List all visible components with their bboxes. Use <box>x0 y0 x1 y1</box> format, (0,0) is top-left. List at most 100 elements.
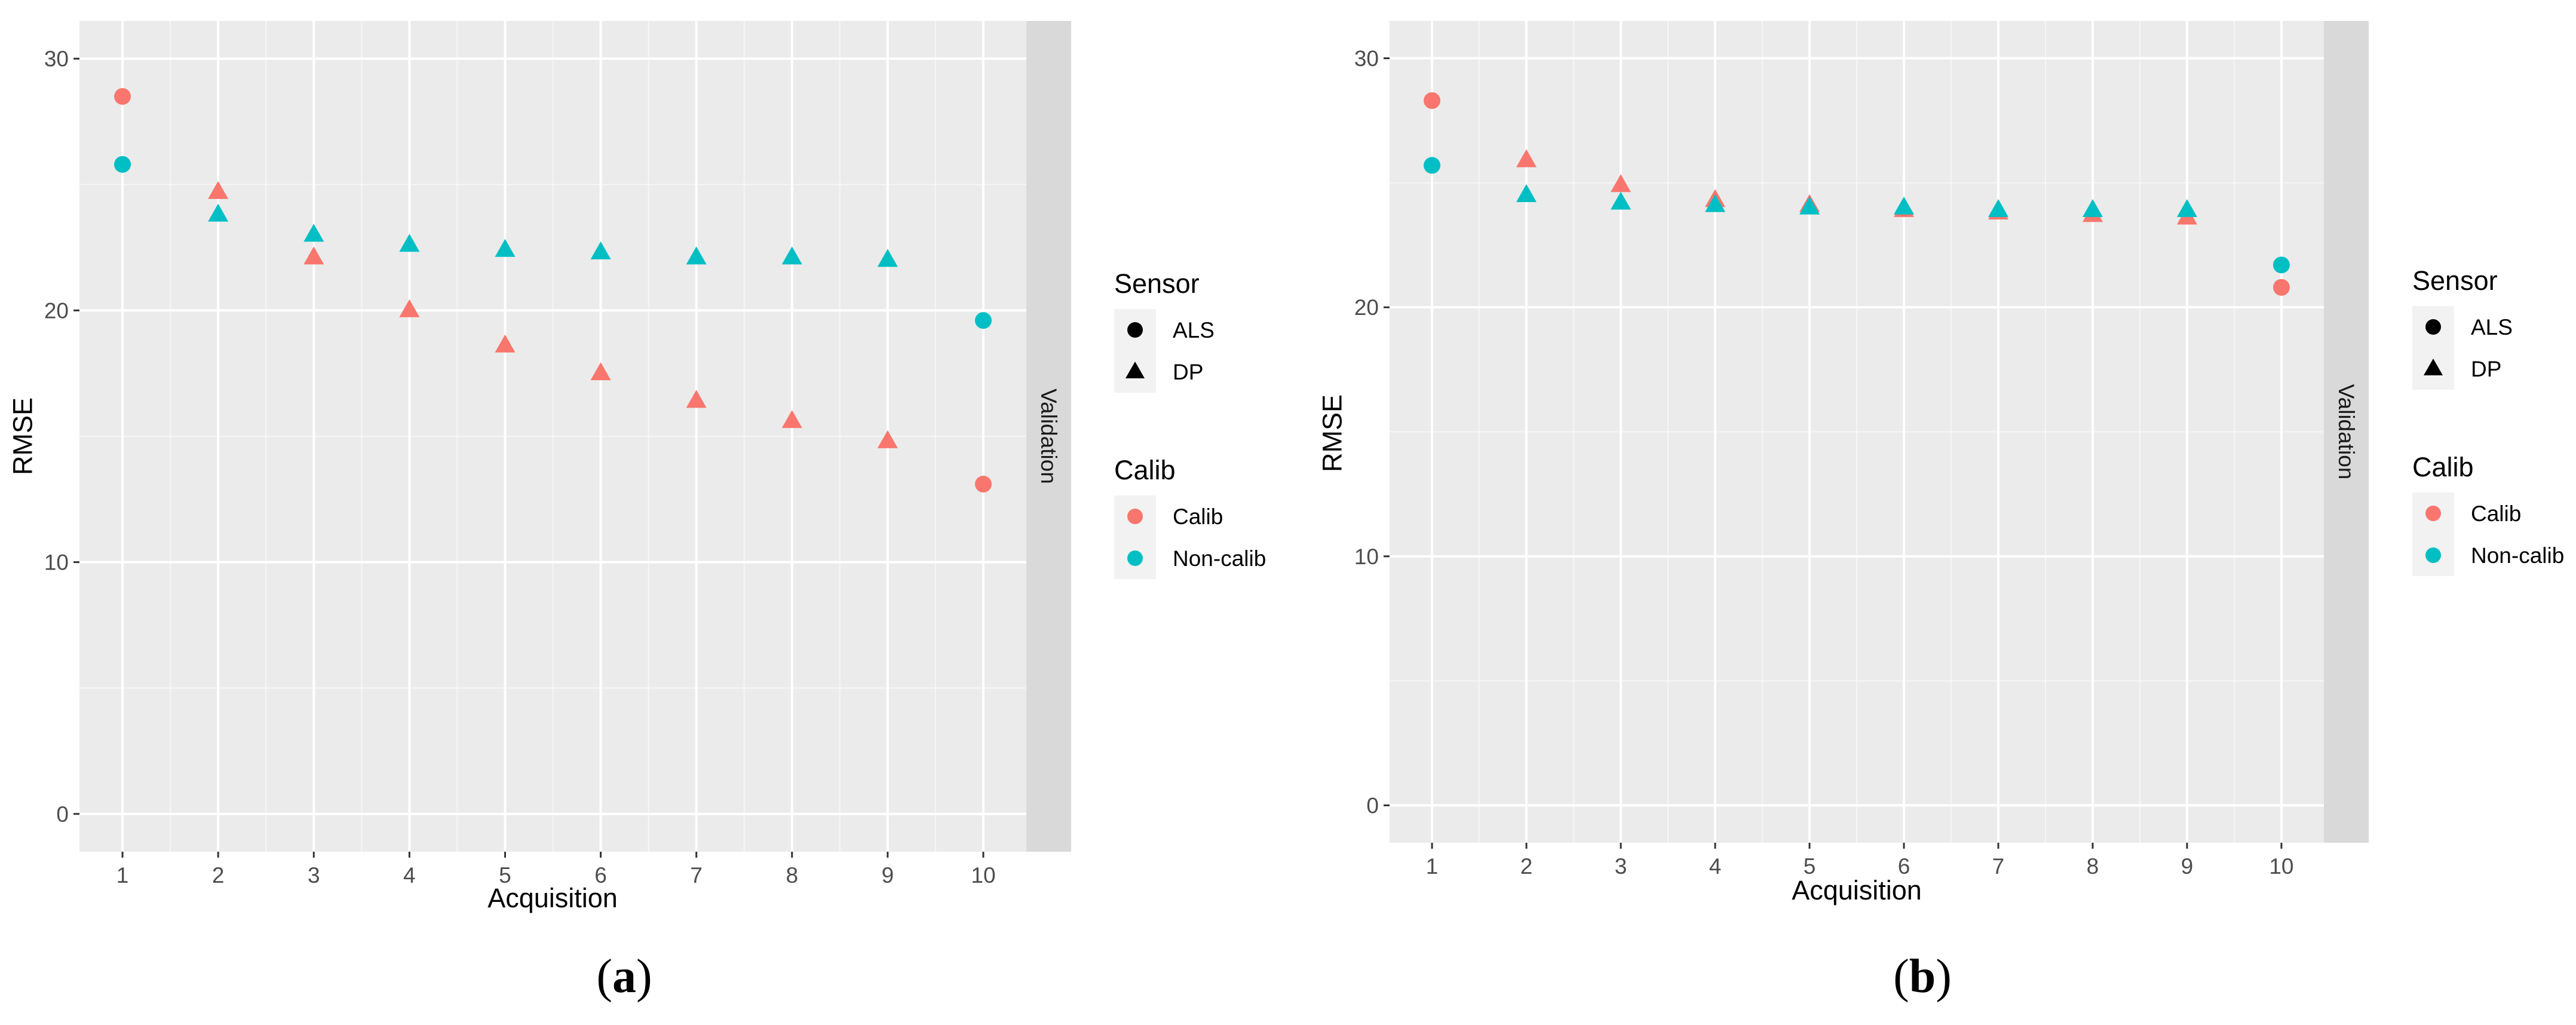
legend-label-non-calib: Non-calib <box>1173 546 1266 571</box>
x-tick-label: 9 <box>2181 854 2194 879</box>
x-tick-label: 7 <box>1992 854 2005 879</box>
y-axis-title: RMSE <box>8 397 38 475</box>
caption-paren-close: ) <box>636 950 652 1003</box>
legend-label-dp: DP <box>1173 360 1203 384</box>
y-axis-title: RMSE <box>1317 394 1348 472</box>
y-tick-label: 0 <box>56 802 69 827</box>
caption-paren-open: ( <box>596 950 612 1003</box>
legend-label-calib: Calib <box>2471 501 2521 526</box>
data-point-dp <box>590 362 611 381</box>
facet-label: Validation <box>2334 384 2359 480</box>
data-point-als <box>1424 157 1441 174</box>
y-tick-label: 10 <box>1354 544 1379 569</box>
y-tick-label: 10 <box>44 550 69 575</box>
data-point-als <box>2273 256 2290 274</box>
data-point-als <box>114 88 131 105</box>
legend-title-calib: Calib <box>1114 455 1176 485</box>
legend-triangle-icon <box>1126 362 1145 378</box>
legend-color-swatch <box>1127 550 1143 566</box>
data-point-dp <box>303 224 324 242</box>
data-point-dp <box>781 410 802 429</box>
y-tick-label: 30 <box>1354 47 1379 71</box>
data-point-dp <box>686 246 707 265</box>
data-point-dp <box>1705 194 1726 212</box>
data-point-als <box>2273 279 2290 296</box>
x-tick-label: 10 <box>971 863 995 888</box>
data-point-dp <box>1516 184 1537 203</box>
x-axis-title: Acquisition <box>487 883 618 913</box>
facet-label: Validation <box>1036 388 1061 484</box>
x-tick-label: 4 <box>1709 854 1722 879</box>
data-point-als <box>114 156 131 173</box>
legend-label-als: ALS <box>1173 318 1215 342</box>
chart-panel-a: 0 10 20 30 1 2 3 4 5 6 7 8 9 10 Validation Acquisition R… <box>8 21 1266 1003</box>
x-tick-label: 3 <box>308 863 320 888</box>
data-point-dp <box>590 241 611 259</box>
legend-color-swatch <box>2425 506 2441 521</box>
y-tick-label: 20 <box>44 298 69 323</box>
data-point-dp <box>399 299 420 317</box>
data-point-dp <box>2082 199 2103 218</box>
data-point-dp <box>1799 196 1820 215</box>
data-point-dp <box>877 430 898 448</box>
data-point-dp <box>1988 199 2008 218</box>
data-point-dp <box>208 180 229 199</box>
y-tick-label: 20 <box>1354 295 1379 320</box>
data-point-dp <box>686 390 707 408</box>
data-point-dp <box>1611 174 1632 192</box>
data-point-dp <box>1611 191 1632 210</box>
legend-title-sensor: Sensor <box>1114 268 1200 299</box>
legend-label-calib: Calib <box>1173 504 1223 529</box>
legend-title-calib: Calib <box>2412 452 2474 482</box>
legend-circle-icon <box>2425 319 2441 335</box>
legend-label-dp: DP <box>2471 357 2501 381</box>
caption-letter: b <box>1909 950 1936 1003</box>
facet-strip <box>2324 21 2369 843</box>
data-point-dp <box>781 246 802 265</box>
data-point-als <box>974 476 992 493</box>
x-tick-label: 6 <box>594 863 607 888</box>
legend-color-swatch <box>2425 547 2441 563</box>
x-tick-label: 8 <box>786 863 798 888</box>
data-point-dp <box>1516 149 1537 167</box>
data-point-dp <box>495 238 516 257</box>
x-tick-label: 5 <box>499 863 511 888</box>
x-tick-label: 4 <box>403 863 416 888</box>
x-tick-label: 1 <box>1426 854 1439 879</box>
data-point-dp <box>495 334 516 353</box>
x-tick-label: 6 <box>1898 854 1910 879</box>
legend-label-non-calib: Non-calib <box>2471 543 2564 568</box>
subfigure-caption: (b) <box>1893 950 1952 1003</box>
chart-panel-b: 0 10 20 30 1 2 3 4 5 6 7 8 9 10 Validation Acquisition R… <box>1317 21 2564 1003</box>
data-point-dp <box>208 203 229 222</box>
x-tick-label: 10 <box>2269 854 2293 879</box>
legend-color-swatch <box>1127 509 1143 524</box>
x-tick-label: 9 <box>882 863 894 888</box>
legend-label-als: ALS <box>2471 315 2513 339</box>
legend-title-sensor: Sensor <box>2412 265 2498 296</box>
legend-circle-icon <box>1127 322 1143 338</box>
caption-letter: a <box>612 950 636 1003</box>
x-tick-label: 5 <box>1804 854 1816 879</box>
x-tick-label: 7 <box>690 863 703 888</box>
subfigure-caption: (a) <box>596 950 652 1003</box>
legend: Sensor ALS DP Calib Calib Non-calib <box>1114 268 1266 579</box>
x-tick-label: 2 <box>212 863 225 888</box>
data-point-dp <box>1893 196 1914 215</box>
legend-triangle-icon <box>2424 359 2443 375</box>
x-axis-title: Acquisition <box>1792 875 1922 905</box>
data-point-als <box>1424 92 1441 109</box>
y-tick-label: 0 <box>1366 794 1379 818</box>
data-point-dp <box>877 249 898 267</box>
y-tick-label: 30 <box>44 47 69 71</box>
data-point-dp <box>303 246 324 265</box>
caption-paren-close: ) <box>1936 950 1952 1003</box>
x-tick-label: 3 <box>1615 854 1627 879</box>
data-point-als <box>974 312 992 329</box>
x-tick-label: 2 <box>1520 854 1533 879</box>
x-tick-label: 8 <box>2087 854 2099 879</box>
data-point-dp <box>399 234 420 252</box>
facet-strip <box>1026 21 1071 852</box>
legend: Sensor ALS DP Calib Calib Non-calib <box>2412 265 2564 576</box>
